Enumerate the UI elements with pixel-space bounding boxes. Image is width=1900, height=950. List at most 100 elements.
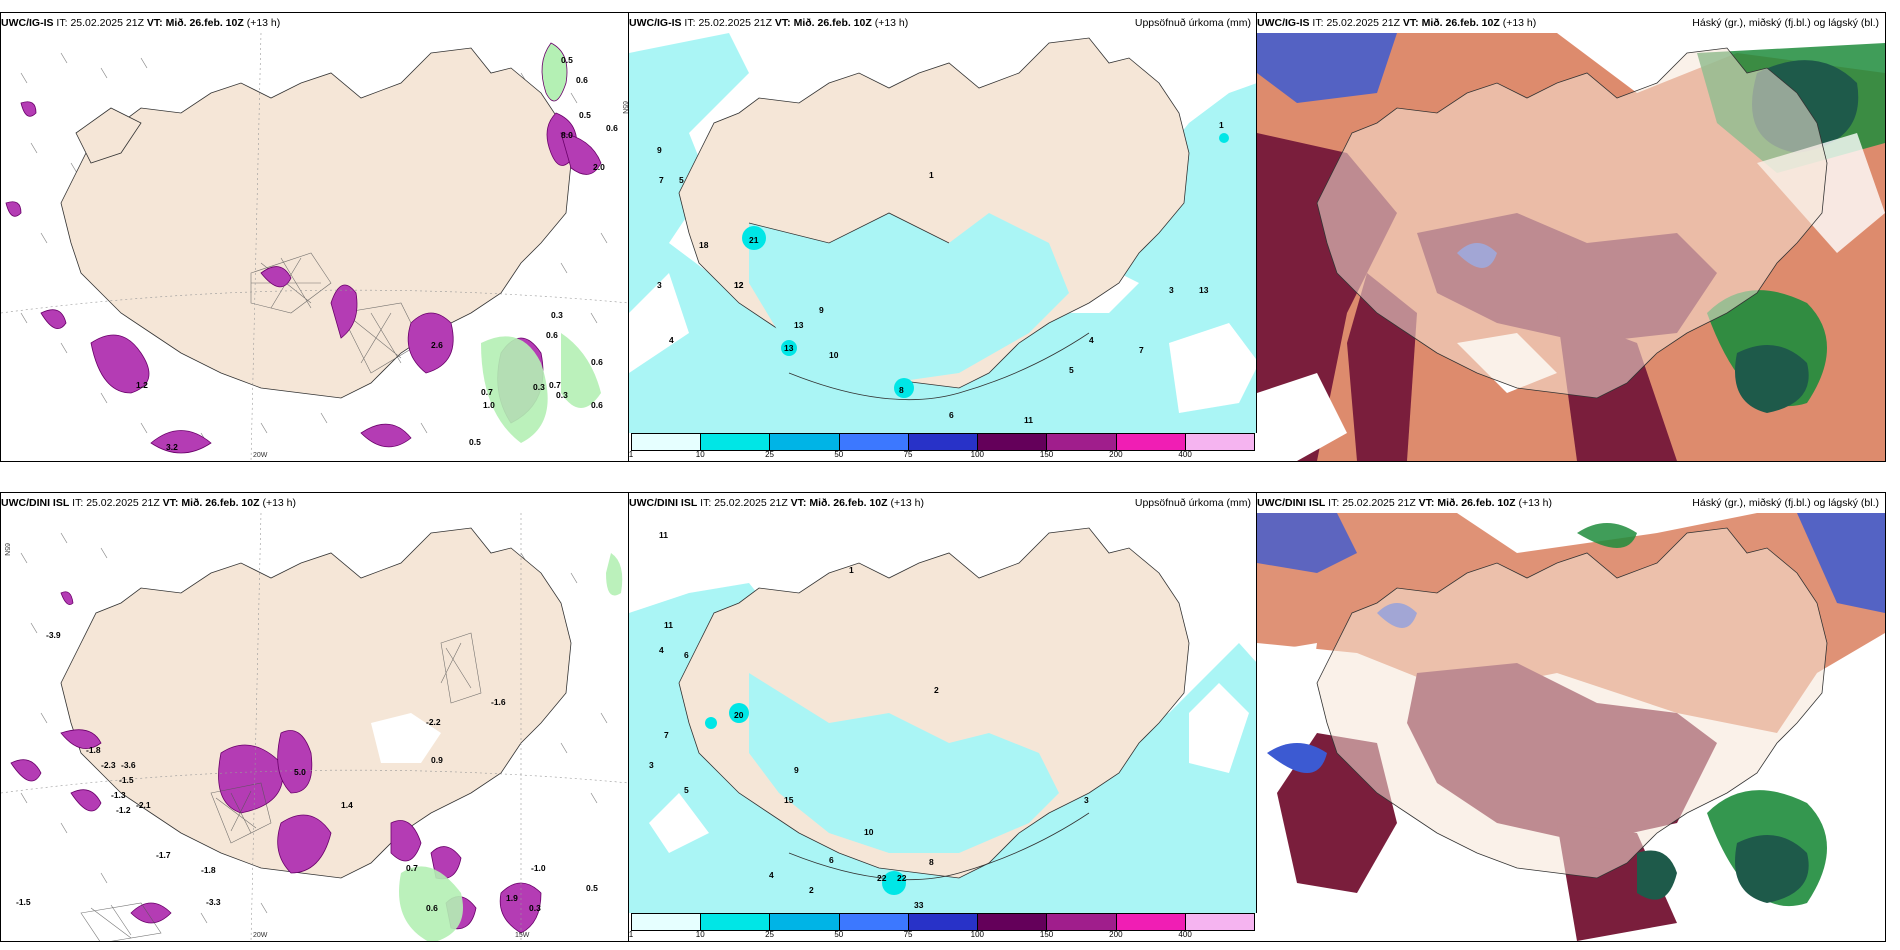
value-label: 8	[899, 385, 904, 395]
value-label: -3.3	[206, 897, 221, 907]
value-label: 0.6	[591, 357, 603, 367]
panel-header: UWC/IG-IS IT: 25.02.2025 21Z VT: Mið. 26…	[629, 13, 1255, 33]
lon-label: 20W	[253, 452, 268, 459]
legend-colorbar	[631, 913, 1255, 931]
value-labels: 11 4 6 20 7 3 5 10 15 9 6 2 4 22 22 33 8…	[649, 530, 1089, 910]
map-panel-r1c3: UWC/IG-IS IT: 25.02.2025 21Z VT: Mið. 26…	[1256, 12, 1886, 462]
value-label: -2.1	[136, 800, 151, 810]
value-label: 1.2	[136, 380, 148, 390]
legend-tick: 400	[1178, 930, 1192, 939]
value-label: 8	[929, 857, 934, 867]
lon-label: 20W	[253, 932, 268, 939]
lead-time: (+13 h)	[246, 17, 281, 29]
valid-time: Mið. 26.feb. 10Z	[809, 497, 888, 509]
value-label: 11	[664, 620, 673, 630]
iceland-land	[60, 527, 572, 879]
legend-swatch	[839, 914, 909, 930]
value-label: 0.6	[591, 400, 603, 410]
value-labels: -3.9 -1.8 -2.3 -3.6 -1.5 -1.3 -1.2 -2.1 …	[16, 630, 598, 913]
value-label: -1.3	[111, 790, 126, 800]
value-label: 3	[649, 760, 654, 770]
value-label: -1.7	[156, 850, 171, 860]
value-label: 11	[1024, 415, 1033, 425]
value-label: 0.3	[533, 382, 545, 392]
legend-tick: 150	[1039, 450, 1054, 459]
value-label: 0.5	[579, 110, 591, 120]
value-label: 13	[784, 343, 794, 353]
value-label: 1	[849, 565, 854, 575]
legend-tick: 10	[695, 450, 705, 459]
panel-title: Uppsöfnuð úrkoma (mm)	[1134, 17, 1251, 29]
legend-tick: 1	[628, 450, 634, 459]
value-label: -1.8	[201, 865, 216, 875]
legend-ticks: 1 10 25 50 75 100 150 200 400	[628, 450, 1255, 460]
legend-swatch	[701, 914, 771, 930]
model-name: UWC/IG-IS	[1257, 17, 1310, 29]
value-label: 1	[929, 170, 934, 180]
value-label: 12	[734, 280, 744, 290]
lat-label: 65N	[3, 543, 10, 556]
value-label: 0.3	[529, 903, 541, 913]
init-time: 25.02.2025 21Z	[698, 17, 772, 29]
init-time: 25.02.2025 21Z	[1342, 497, 1416, 509]
value-label: 7	[659, 175, 664, 185]
legend-tick: 1	[628, 930, 634, 939]
value-label: -1.8	[86, 745, 101, 755]
value-label: -3.6	[121, 760, 136, 770]
panel-header: UWC/DINI ISL IT: 25.02.2025 21Z VT: Mið.…	[629, 493, 1255, 513]
value-label: 13	[794, 320, 804, 330]
value-label: 0.6	[606, 123, 618, 133]
map-panel-r2c3: UWC/DINI ISL IT: 25.02.2025 21Z VT: Mið.…	[1256, 492, 1886, 942]
value-label: 7	[1139, 345, 1144, 355]
legend-swatch	[908, 914, 979, 930]
legend-swatch	[701, 434, 771, 450]
legend-tick: 200	[1109, 930, 1123, 939]
value-label: 4	[1089, 335, 1094, 345]
value-label: 6	[829, 855, 834, 865]
lead-time: (+13 h)	[890, 497, 925, 509]
value-label: 0.7	[481, 387, 493, 397]
value-label: 22	[897, 873, 907, 883]
value-label: 0.3	[551, 310, 563, 320]
legend-tick: 10	[695, 930, 705, 939]
precip-map: 11 4 6 20 7 3 5 10 15 9 6 2 4 22 22 33 8…	[629, 493, 1257, 941]
value-label: 1.9	[506, 893, 518, 903]
panel-title: Háský (gr.), miðský (fj.bl.) og lágský (…	[1692, 497, 1879, 509]
value-label: -2.3	[101, 760, 116, 770]
value-label: 3.2	[166, 442, 178, 452]
value-label: 9	[657, 145, 662, 155]
legend-swatch	[770, 434, 840, 450]
panel-header: UWC/IG-IS IT: 25.02.2025 21Z VT: Mið. 26…	[1, 13, 627, 33]
map-panel-r1c1: UWC/IG-IS IT: 25.02.2025 21Z VT: Mið. 26…	[0, 12, 630, 462]
legend-tick: 25	[765, 450, 774, 459]
value-label: 4	[669, 335, 674, 345]
lead-time: (+13 h)	[262, 497, 297, 509]
precip-green	[399, 553, 623, 941]
value-label: 8.0	[561, 130, 573, 140]
value-labels: 9 7 5 12 21 18 3 4 1 13 10 13 12 8 6 9 1…	[657, 120, 1224, 425]
legend-swatch	[978, 434, 1048, 450]
value-label: 9	[819, 305, 824, 315]
value-label: -2.2	[426, 717, 441, 727]
value-label: 4	[659, 645, 664, 655]
value-label: -1.0	[531, 863, 546, 873]
model-name: UWC/DINI ISL	[629, 497, 698, 509]
legend-colorbar	[631, 433, 1255, 451]
value-label: -1.2	[116, 805, 131, 815]
value-label: 2	[934, 685, 939, 695]
model-name: UWC/DINI ISL	[1, 497, 70, 509]
panel-title: Háský (gr.), miðský (fj.bl.) og lágský (…	[1692, 17, 1879, 29]
legend-swatch	[1116, 914, 1186, 930]
legend-tick: 100	[970, 450, 984, 459]
legend-swatch	[978, 914, 1048, 930]
value-label: 0.3	[556, 390, 568, 400]
lead-time: (+13 h)	[874, 17, 909, 29]
valid-time: Mið. 26.feb. 10Z	[1421, 17, 1500, 29]
legend-ticks: 1 10 25 50 75 100 150 200 400	[628, 930, 1255, 940]
lat-label: 65N	[621, 101, 628, 114]
value-label: 0.6	[576, 75, 588, 85]
legend-swatch	[839, 434, 909, 450]
value-label: 6	[949, 410, 954, 420]
legend-tick: 25	[765, 930, 774, 939]
map-panel-r2c1: UWC/DINI ISL IT: 25.02.2025 21Z VT: Mið.…	[0, 492, 630, 942]
